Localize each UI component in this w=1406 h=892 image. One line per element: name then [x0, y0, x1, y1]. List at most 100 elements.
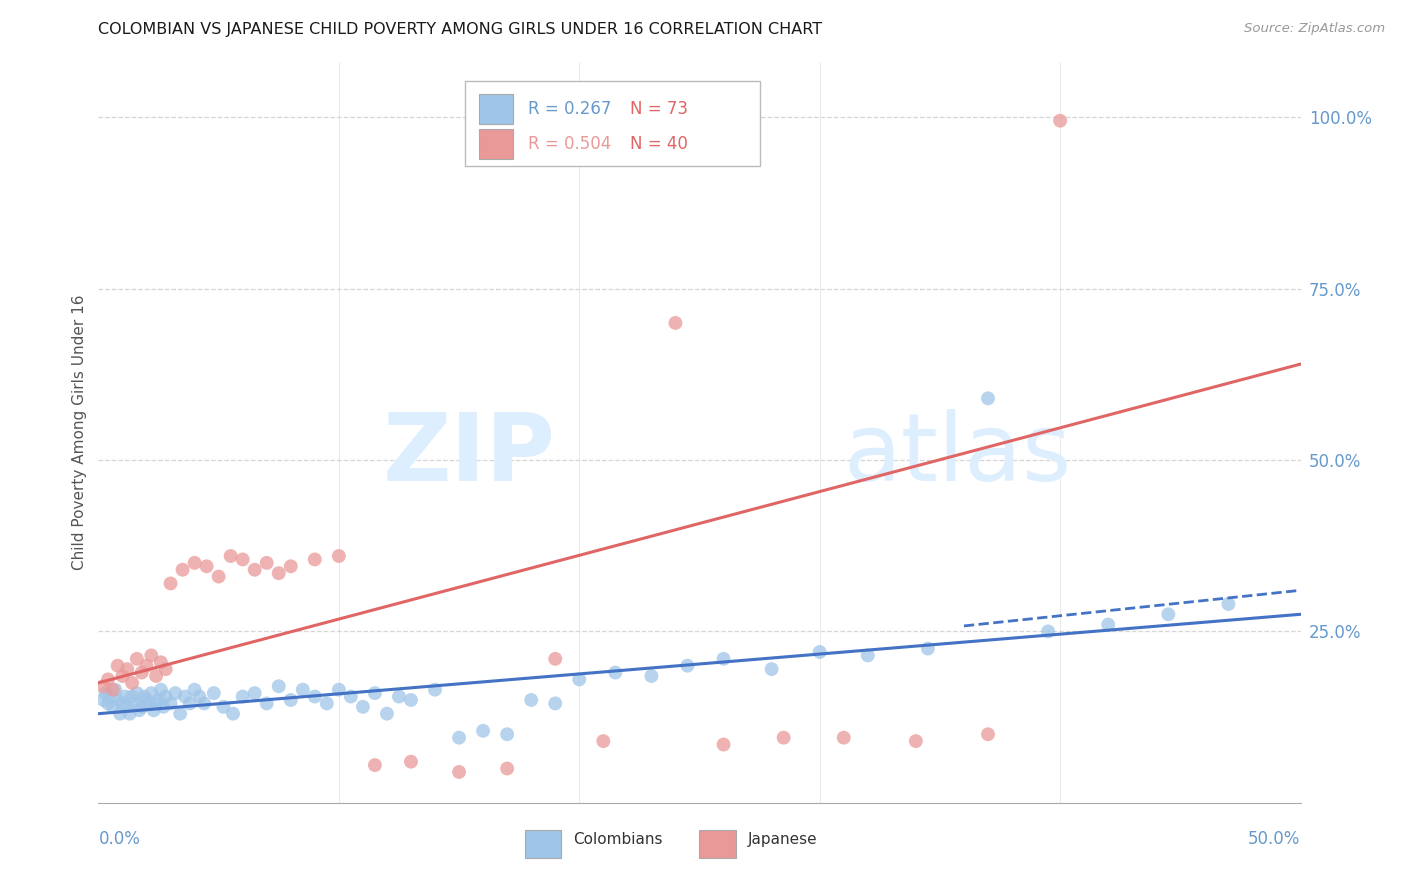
Point — [291, 682, 314, 697]
Point — [202, 686, 225, 700]
Text: ZIP: ZIP — [382, 409, 555, 500]
Point — [399, 755, 422, 769]
Point — [304, 690, 326, 704]
Point — [340, 690, 363, 704]
Point — [169, 706, 191, 721]
Bar — [479, 129, 513, 159]
Point — [208, 569, 231, 583]
Text: N = 40: N = 40 — [630, 135, 688, 153]
Point — [131, 665, 153, 680]
Point — [159, 697, 181, 711]
Point — [108, 706, 131, 721]
Point — [772, 731, 794, 745]
Point — [149, 655, 172, 669]
Point — [472, 723, 495, 738]
Point — [856, 648, 879, 663]
Point — [304, 552, 326, 566]
Point — [188, 690, 211, 704]
Text: R = 0.267: R = 0.267 — [527, 100, 612, 118]
Point — [713, 652, 735, 666]
Point — [141, 686, 163, 700]
Point — [664, 316, 686, 330]
Point — [183, 682, 205, 697]
Point — [107, 693, 129, 707]
Point — [605, 665, 627, 680]
Point — [219, 549, 242, 563]
Point — [91, 679, 114, 693]
Point — [388, 690, 411, 704]
Point — [904, 734, 927, 748]
Text: R = 0.504: R = 0.504 — [527, 135, 610, 153]
Point — [111, 669, 134, 683]
Point — [256, 697, 278, 711]
Point — [496, 762, 519, 776]
Point — [676, 658, 699, 673]
Point — [101, 682, 124, 697]
Point — [267, 566, 290, 581]
Point — [977, 392, 1000, 406]
Point — [496, 727, 519, 741]
FancyBboxPatch shape — [465, 81, 759, 166]
Point — [1049, 113, 1071, 128]
Point — [101, 699, 124, 714]
Point — [132, 690, 155, 704]
Point — [544, 697, 567, 711]
Y-axis label: Child Poverty Among Girls Under 16: Child Poverty Among Girls Under 16 — [72, 295, 87, 570]
Text: atlas: atlas — [844, 409, 1071, 500]
Point — [111, 697, 134, 711]
Text: N = 73: N = 73 — [630, 100, 688, 118]
Point — [315, 697, 337, 711]
Point — [91, 693, 114, 707]
Point — [447, 731, 470, 745]
Point — [183, 556, 205, 570]
Point — [179, 697, 201, 711]
Point — [713, 738, 735, 752]
Point — [568, 673, 591, 687]
Point — [640, 669, 662, 683]
Text: 0.0%: 0.0% — [98, 830, 141, 847]
Point — [267, 679, 290, 693]
Point — [142, 703, 165, 717]
Point — [1097, 617, 1119, 632]
Point — [193, 697, 215, 711]
Point — [364, 686, 387, 700]
Point — [145, 669, 167, 683]
Point — [125, 686, 148, 700]
Point — [352, 699, 374, 714]
Point — [114, 690, 136, 704]
Point — [148, 693, 170, 707]
Point — [172, 563, 194, 577]
Point — [165, 686, 187, 700]
Bar — [479, 95, 513, 124]
Text: 50.0%: 50.0% — [1249, 830, 1301, 847]
Point — [520, 693, 543, 707]
Point — [808, 645, 831, 659]
Text: Colombians: Colombians — [574, 831, 662, 847]
Point — [117, 699, 139, 714]
Point — [135, 693, 157, 707]
Point — [121, 690, 143, 704]
Point — [94, 686, 117, 700]
Point — [232, 552, 254, 566]
Point — [125, 652, 148, 666]
Point — [159, 576, 181, 591]
Point — [447, 764, 470, 779]
Point — [155, 690, 177, 704]
Point — [243, 686, 266, 700]
Point — [149, 682, 172, 697]
Point — [128, 703, 150, 717]
Point — [592, 734, 614, 748]
Point — [977, 727, 1000, 741]
Bar — [526, 830, 561, 858]
Point — [544, 652, 567, 666]
Point — [328, 682, 350, 697]
Point — [280, 693, 302, 707]
Point — [104, 682, 127, 697]
Point — [832, 731, 855, 745]
Point — [117, 662, 139, 676]
Point — [232, 690, 254, 704]
Point — [135, 658, 157, 673]
Bar — [700, 830, 735, 858]
Point — [212, 699, 235, 714]
Point — [100, 690, 122, 704]
